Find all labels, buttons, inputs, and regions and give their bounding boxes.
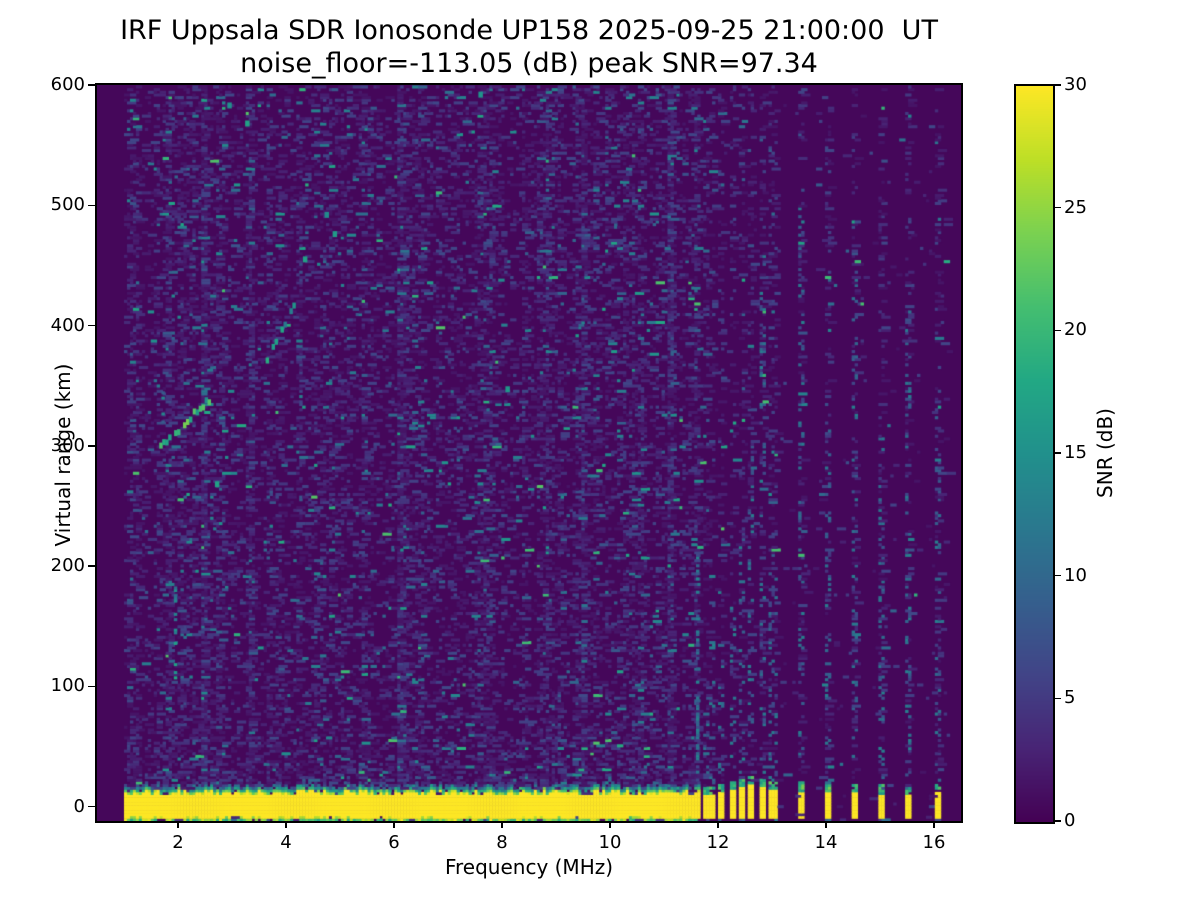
colorbar-tick-label: 20 — [1064, 319, 1087, 341]
x-tick-mark — [501, 821, 503, 828]
x-axis-label: Frequency (MHz) — [444, 855, 614, 879]
plot-area — [95, 83, 963, 823]
y-tick-label: 100 — [50, 675, 85, 697]
y-tick-mark — [88, 805, 95, 808]
x-tick-mark — [933, 821, 935, 828]
figure-title-line1: IRF Uppsala SDR Ionosonde UP158 2025-09-… — [120, 15, 938, 46]
x-tick-mark — [177, 821, 179, 828]
colorbar-tick-mark — [1055, 329, 1061, 332]
y-tick-label: 200 — [50, 555, 85, 577]
y-tick-label: 600 — [50, 74, 85, 95]
colorbar-tick-mark — [1055, 206, 1061, 209]
x-tick-label: 8 — [496, 832, 508, 853]
colorbar-tick-mark — [1055, 452, 1061, 454]
figure-title: IRF Uppsala SDR Ionosonde UP158 2025-09-… — [97, 14, 961, 80]
colorbar-tick-label: 25 — [1064, 196, 1087, 218]
colorbar — [1014, 84, 1055, 824]
x-tick-label: 6 — [388, 832, 400, 853]
colorbar-tick-mark — [1055, 820, 1061, 822]
colorbar-tick-label: 0 — [1064, 810, 1076, 831]
y-tick-label: 500 — [50, 194, 85, 216]
y-tick-mark — [88, 84, 95, 86]
y-tick-label: 400 — [50, 314, 85, 336]
x-tick-label: 4 — [280, 832, 292, 853]
colorbar-label: SNR (dB) — [1093, 408, 1117, 498]
x-tick-label: 14 — [814, 832, 838, 853]
colorbar-tick-mark — [1055, 84, 1061, 86]
colorbar-tick-label: 5 — [1064, 687, 1076, 709]
y-tick-mark — [88, 445, 95, 447]
y-tick-mark — [88, 324, 95, 327]
ionogram-heatmap-canvas — [97, 85, 961, 821]
x-tick-mark — [825, 821, 827, 828]
x-tick-label: 16 — [922, 832, 946, 853]
y-tick-label: 0 — [73, 795, 85, 817]
x-tick-label: 2 — [172, 832, 184, 853]
figure-title-line2: noise_floor=-113.05 (dB) peak SNR=97.34 — [240, 48, 818, 79]
x-tick-label: 10 — [598, 832, 622, 853]
y-tick-mark — [88, 685, 95, 688]
y-tick-mark — [88, 565, 95, 567]
colorbar-tick-mark — [1055, 697, 1061, 700]
colorbar-gradient-canvas — [1016, 86, 1053, 822]
x-tick-mark — [285, 821, 287, 828]
x-tick-mark — [609, 821, 611, 828]
y-tick-mark — [88, 204, 95, 206]
colorbar-tick-label: 30 — [1064, 74, 1087, 95]
y-tick-label: 300 — [50, 434, 85, 456]
x-tick-mark — [393, 821, 395, 828]
colorbar-tick-label: 10 — [1064, 564, 1087, 586]
colorbar-tick-mark — [1055, 574, 1061, 577]
colorbar-tick-label: 15 — [1064, 442, 1087, 463]
x-tick-mark — [717, 821, 719, 828]
x-tick-label: 12 — [706, 832, 730, 853]
